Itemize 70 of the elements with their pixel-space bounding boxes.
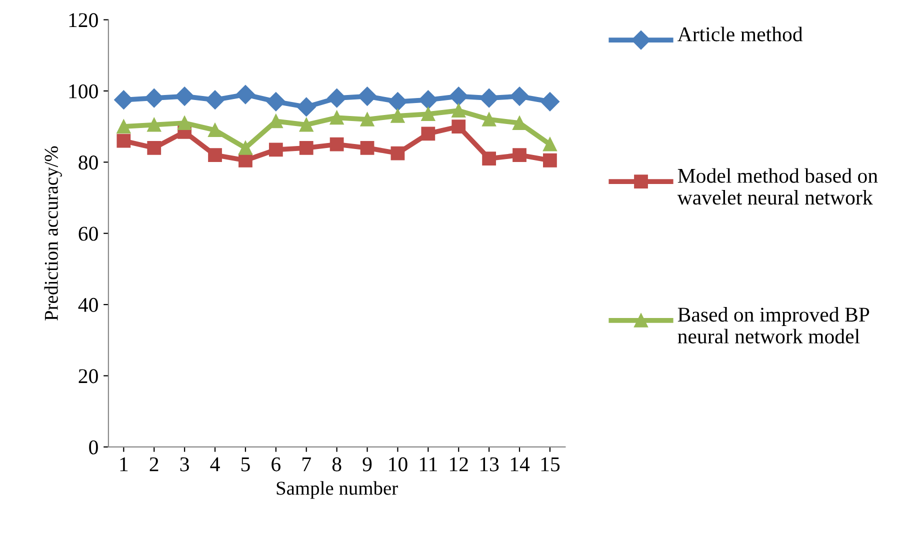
x-tick-label: 7 [302,457,311,472]
x-tick-label: 15 [541,457,560,472]
point [360,140,374,155]
x-tick-label: 12 [450,457,468,472]
point [449,86,468,106]
point [208,148,222,162]
point [452,120,466,134]
point [144,88,164,108]
point [510,86,530,106]
y-tick-label: 80 [78,156,98,170]
point [236,84,255,104]
x-tick-label: 11 [420,457,437,472]
x-tick-label: 10 [389,457,408,472]
x-tick-label: 14 [510,457,530,472]
point [330,110,344,125]
point [480,88,499,108]
point [178,116,192,130]
point [418,90,438,110]
x-tick-label: 13 [480,457,499,472]
point [452,104,466,118]
point [390,108,405,123]
point [360,112,374,126]
point [330,137,344,152]
point [175,86,194,106]
legend-label: Based on improved BP neural network model [678,307,870,344]
point [482,152,496,166]
point [540,92,560,112]
point [512,116,526,130]
y-tick-label: 60 [78,226,98,241]
x-tick-label: 4 [210,457,220,472]
point [299,140,314,155]
y-tick-label: 0 [89,440,98,454]
point [147,118,162,132]
point [114,90,134,110]
point [388,92,408,112]
legend-label: Article method [678,26,803,42]
point [268,142,283,157]
point [390,146,405,160]
point [205,90,225,110]
y-tick-label: 40 [78,298,98,312]
point [238,140,252,155]
point [482,112,496,126]
x-tick-label: 8 [332,457,342,472]
point [238,153,252,168]
point [543,153,557,168]
point [266,92,286,112]
x-axis-title: Sample number [276,481,398,499]
x-tick-label: 2 [150,457,158,472]
point [543,137,557,152]
y-axis-title: Prediction accuracy/% [44,146,62,321]
x-tick-label: 9 [362,457,372,472]
x-tick-label: 1 [120,457,128,472]
x-tick-label: 5 [241,457,250,472]
x-tick-label: 3 [180,457,189,472]
y-tick-label: 100 [69,84,98,98]
point [327,88,346,108]
point [299,118,314,132]
point [296,97,316,117]
point [116,120,131,134]
point [512,148,526,162]
legend-label: Model method based on wavelet neural network [677,168,878,205]
x-tick-label: 6 [272,457,280,472]
point [358,86,377,106]
point [116,134,131,148]
y-tick-label: 120 [69,13,98,28]
point [421,107,436,122]
y-tick-label: 20 [78,369,98,384]
point [421,126,436,141]
point [208,123,222,138]
point [147,140,162,155]
